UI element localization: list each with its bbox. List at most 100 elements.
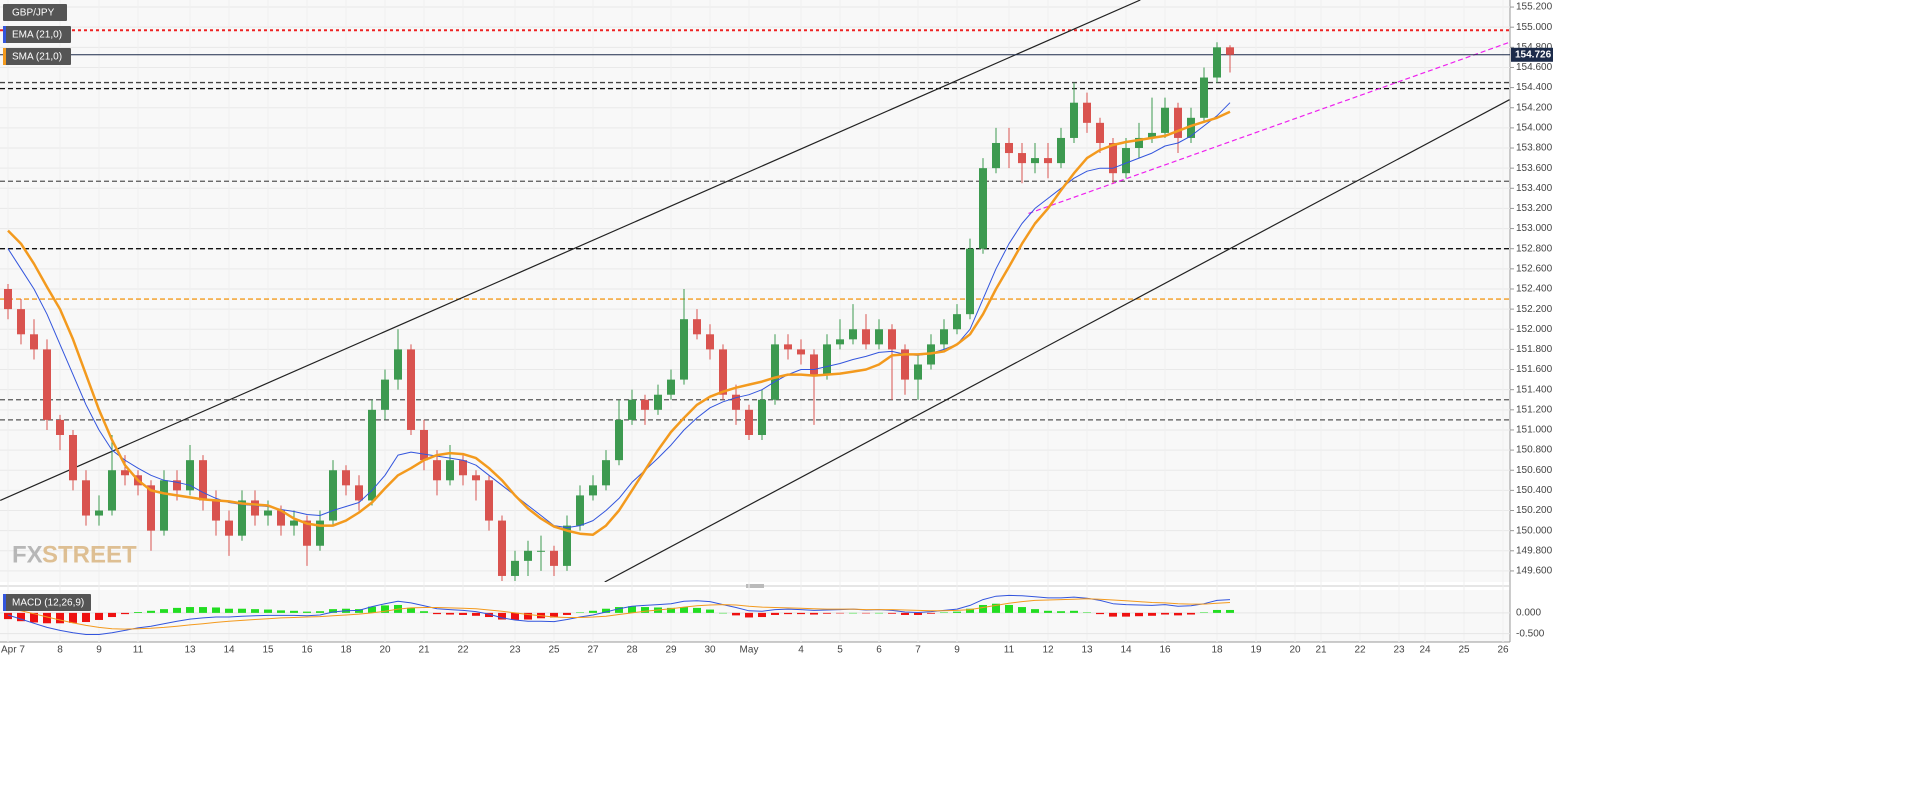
macd-hist-bar <box>1122 612 1130 617</box>
price-tag <box>1511 47 1553 62</box>
x-tick-label: Apr 7 <box>1 645 25 656</box>
legend-label[interactable]: EMA (21,0) <box>12 30 62 41</box>
candle-body <box>1044 158 1052 164</box>
y-tick-label: 153.800 <box>1516 143 1553 154</box>
y-tick-label: 154.200 <box>1516 102 1553 113</box>
pane-grip[interactable] <box>746 584 764 588</box>
macd-label[interactable]: MACD (12,26,9) <box>12 598 84 609</box>
candle-body <box>615 419 623 461</box>
macd-hist-bar <box>641 607 649 613</box>
macd-hist-bar <box>1083 612 1091 613</box>
legend-label[interactable]: SMA (21,0) <box>12 52 62 63</box>
candle-body <box>732 394 740 410</box>
macd-hist-bar <box>264 609 272 613</box>
candle-body <box>537 550 545 552</box>
macd-hist-bar <box>680 607 688 613</box>
macd-hist-bar <box>1005 604 1013 613</box>
macd-hist-bar <box>979 604 987 613</box>
macd-hist-bar <box>1057 611 1065 613</box>
x-tick-label: 19 <box>1250 645 1262 656</box>
candle-body <box>95 510 103 516</box>
candle-body <box>641 399 649 410</box>
candle-body <box>121 470 129 476</box>
macd-hist-bar <box>836 612 844 614</box>
macd-hist-bar <box>433 612 441 615</box>
macd-background <box>0 590 1510 642</box>
candle-body <box>758 399 766 435</box>
x-tick-label: 16 <box>1159 645 1171 656</box>
x-tick-label: 20 <box>379 645 391 656</box>
y-tick-label: 151.800 <box>1516 344 1553 355</box>
macd-hist-bar <box>966 608 974 613</box>
trendline <box>604 99 1510 582</box>
candle-body <box>82 480 90 516</box>
candle-body <box>290 520 298 526</box>
candle-body <box>329 470 337 521</box>
candle-body <box>1070 102 1078 138</box>
candle-body <box>277 510 285 526</box>
macd-hist-bar <box>1200 612 1208 613</box>
candle-body <box>979 168 987 249</box>
symbol-label[interactable]: GBP/JPY <box>12 8 55 19</box>
candle-body <box>316 520 324 546</box>
macd-hist-bar <box>1070 610 1078 613</box>
candle-body <box>303 520 311 546</box>
legend-label-swatch <box>3 26 6 43</box>
macd-hist-bar <box>381 605 389 613</box>
macd-hist-bar <box>1148 612 1156 616</box>
macd-hist-bar <box>1174 612 1182 616</box>
macd-hist-bar <box>1187 612 1195 615</box>
y-tick-label: 151.600 <box>1516 364 1553 375</box>
watermark: FX <box>12 541 43 568</box>
x-tick-label: 11 <box>133 645 144 656</box>
y-tick-label: 153.400 <box>1516 183 1553 194</box>
macd-hist-bar <box>589 610 597 613</box>
x-tick-label: 12 <box>1042 645 1054 656</box>
legend-label-swatch <box>3 48 6 65</box>
macd-hist-bar <box>849 612 857 614</box>
macd-hist-bar <box>69 612 77 623</box>
macd-hist-bar <box>550 612 558 618</box>
x-tick-label: 14 <box>223 645 235 656</box>
candle-body <box>511 560 519 576</box>
candle-body <box>1083 102 1091 123</box>
candle-body <box>147 485 155 531</box>
candle-body <box>1174 107 1182 138</box>
candle-body <box>823 344 831 375</box>
candle-body <box>108 470 116 511</box>
x-tick-label: 23 <box>509 645 521 656</box>
candle-body <box>810 354 818 375</box>
macd-hist-bar <box>43 612 51 624</box>
candle-body <box>1096 122 1104 143</box>
y-tick-label: 152.600 <box>1516 263 1553 274</box>
x-tick-label: 27 <box>587 645 599 656</box>
candle-body <box>1161 107 1169 133</box>
y-tick-label: 151.000 <box>1516 425 1553 436</box>
macd-pane: 0.000 -0.500 <box>0 594 1545 639</box>
macd-hist-bar <box>940 612 948 613</box>
candle-body <box>394 349 402 380</box>
candle-body <box>862 329 870 345</box>
candle-body <box>771 344 779 400</box>
trendline <box>1028 41 1510 215</box>
legend-label-box <box>3 26 71 43</box>
macd-hist-bar <box>1096 612 1104 615</box>
y-tick-label: 152.000 <box>1516 324 1553 335</box>
y-tick-label: 151.200 <box>1516 404 1553 415</box>
candle-body <box>914 364 922 380</box>
x-tick-label: 4 <box>798 645 804 656</box>
candle-body <box>498 520 506 576</box>
candle-body <box>160 480 168 531</box>
candle-body <box>901 349 909 380</box>
candle-body <box>667 379 675 395</box>
macd-hist-bar <box>472 612 480 616</box>
indicator-line <box>7 102 1231 529</box>
candle-body <box>1200 77 1208 118</box>
macd-hist-bar <box>511 612 519 620</box>
macd-hist-bar <box>485 612 493 618</box>
y-tick-label: 149.600 <box>1516 566 1553 577</box>
macd-hist-bar <box>745 612 753 618</box>
x-tick-label: 25 <box>548 645 560 656</box>
macd-hist-bar <box>810 612 818 615</box>
y-tick-label: 150.800 <box>1516 445 1553 456</box>
